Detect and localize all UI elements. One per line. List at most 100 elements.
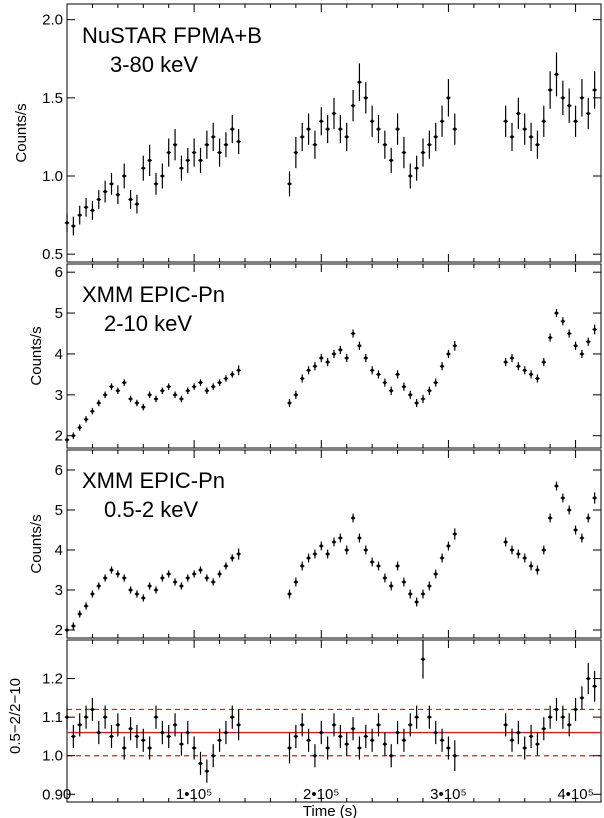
data-point — [312, 549, 318, 559]
data-point — [223, 721, 229, 745]
data-point — [217, 379, 222, 386]
data-point — [503, 713, 508, 737]
data-point — [153, 395, 159, 403]
data-point — [312, 362, 318, 371]
data-point — [554, 52, 559, 97]
x-tick-label: 2•10⁵ — [303, 786, 340, 803]
data-point — [401, 728, 407, 752]
y-tick-label: 2.0 — [42, 12, 63, 29]
y-tick-label: 1.0 — [42, 748, 63, 765]
data-point — [408, 713, 413, 737]
data-point — [338, 724, 343, 748]
data-point — [541, 105, 546, 137]
data-point — [172, 129, 178, 161]
data-point — [414, 705, 419, 729]
data-point — [389, 744, 394, 768]
data-point — [560, 493, 566, 503]
panel-xmm-hard-frame — [66, 263, 602, 449]
panel-xmm-soft-yticks: 2 3 4 5 6 — [55, 462, 601, 639]
data-point — [191, 570, 197, 578]
data-point — [369, 557, 375, 567]
data-point — [382, 732, 388, 756]
data-point — [185, 721, 190, 745]
data-point — [350, 90, 356, 122]
data-point — [211, 744, 216, 768]
data-point — [147, 582, 152, 590]
data-point — [64, 705, 70, 729]
data-point — [64, 626, 70, 634]
data-point — [185, 387, 190, 395]
data-point — [541, 717, 546, 741]
panel-nustar: 0.5 1.0 1.5 2.0 NuSTAR FPMA+B 3-80 keV Coun… — [13, 3, 602, 263]
data-point — [90, 697, 95, 721]
data-point — [204, 574, 210, 582]
data-point — [522, 113, 527, 145]
data-point — [433, 721, 438, 745]
data-point — [344, 732, 349, 756]
panel-ratio: 0.9 1.0 1.1 1.2 0.5−2/2−10 — [7, 639, 602, 803]
data-point — [579, 533, 585, 543]
data-point — [363, 82, 368, 114]
data-point — [541, 545, 546, 555]
data-point — [350, 513, 356, 523]
y-tick-label: 6 — [55, 462, 63, 479]
data-point — [160, 387, 165, 395]
data-point — [433, 378, 438, 387]
data-point — [395, 721, 400, 745]
data-point — [427, 581, 432, 591]
panel-xmm-soft-title-line1: XMM EPIC-Pn — [82, 468, 225, 493]
data-point — [401, 136, 407, 169]
data-point — [185, 574, 190, 582]
data-point — [319, 721, 324, 745]
data-point — [357, 63, 362, 101]
data-point — [319, 353, 324, 363]
data-point — [217, 138, 222, 167]
data-point — [191, 138, 197, 167]
data-point — [414, 398, 419, 408]
data-point — [83, 602, 89, 610]
x-tick-label: 3•10⁵ — [430, 786, 467, 803]
data-point — [64, 213, 70, 233]
data-point — [230, 115, 235, 144]
data-point — [427, 705, 432, 729]
data-point — [134, 724, 140, 748]
data-point — [509, 122, 515, 151]
data-point — [446, 79, 451, 117]
y-tick-label: 1.0 — [42, 168, 63, 185]
data-point — [71, 622, 76, 630]
data-point — [172, 713, 178, 737]
data-point — [300, 561, 305, 571]
data-point — [433, 569, 438, 579]
data-point — [223, 132, 229, 158]
data-point — [102, 391, 108, 399]
data-point — [592, 670, 597, 702]
data-point — [420, 138, 426, 167]
panel-ratio-yticks: 0.9 1.0 1.1 1.2 — [42, 671, 601, 803]
data-point — [452, 113, 457, 145]
data-point — [579, 79, 585, 117]
data-point — [357, 533, 362, 543]
data-point — [547, 71, 553, 109]
y-tick-label: 2 — [55, 622, 63, 639]
data-point — [83, 197, 89, 217]
data-point — [147, 736, 152, 760]
data-point — [592, 324, 597, 335]
data-point — [420, 589, 426, 599]
data-point — [287, 732, 292, 764]
data-point — [83, 705, 89, 729]
data-point — [376, 713, 381, 737]
data-point — [408, 163, 413, 189]
data-point — [102, 180, 108, 203]
panel-xmm-hard-points — [64, 308, 597, 444]
panel-xmm-soft-points — [64, 481, 597, 634]
data-point — [439, 105, 445, 137]
data-point — [535, 374, 540, 383]
panel-nustar-frame — [66, 3, 602, 263]
data-point — [331, 97, 337, 130]
data-point — [191, 383, 197, 390]
data-point — [528, 724, 534, 748]
data-point — [179, 732, 184, 756]
data-point — [211, 578, 216, 586]
data-point — [592, 71, 597, 109]
